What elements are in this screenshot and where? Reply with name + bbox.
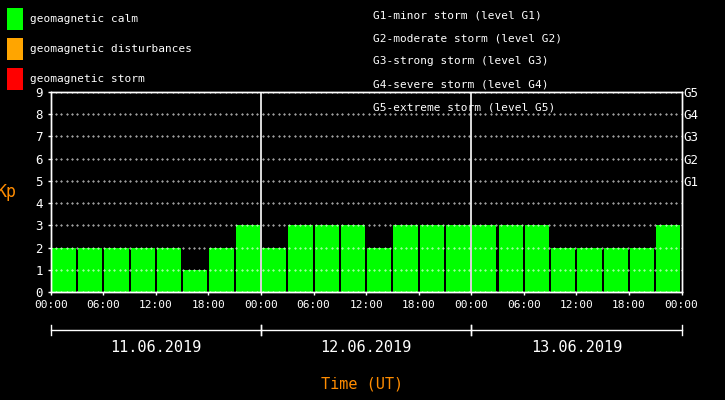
Bar bbox=[472, 225, 497, 292]
Bar bbox=[78, 248, 102, 292]
Bar bbox=[262, 248, 286, 292]
Bar bbox=[341, 225, 365, 292]
Text: geomagnetic storm: geomagnetic storm bbox=[30, 74, 145, 84]
Bar bbox=[420, 225, 444, 292]
Bar bbox=[51, 248, 76, 292]
Bar bbox=[367, 248, 392, 292]
Bar bbox=[289, 225, 312, 292]
Bar bbox=[551, 248, 576, 292]
Text: G1-minor storm (level G1): G1-minor storm (level G1) bbox=[373, 10, 542, 20]
Text: G2-moderate storm (level G2): G2-moderate storm (level G2) bbox=[373, 33, 563, 43]
Bar bbox=[210, 248, 233, 292]
Bar bbox=[104, 248, 128, 292]
Bar bbox=[630, 248, 654, 292]
Text: geomagnetic disturbances: geomagnetic disturbances bbox=[30, 44, 192, 54]
Bar bbox=[157, 248, 181, 292]
Text: Time (UT): Time (UT) bbox=[321, 376, 404, 392]
Bar bbox=[604, 248, 628, 292]
Bar bbox=[577, 248, 602, 292]
Bar bbox=[183, 270, 207, 292]
Bar bbox=[394, 225, 418, 292]
Bar bbox=[315, 225, 339, 292]
Bar bbox=[130, 248, 155, 292]
Text: 13.06.2019: 13.06.2019 bbox=[531, 340, 622, 356]
Text: G3-strong storm (level G3): G3-strong storm (level G3) bbox=[373, 56, 549, 66]
Text: 12.06.2019: 12.06.2019 bbox=[320, 340, 412, 356]
Text: Kp: Kp bbox=[0, 183, 17, 201]
Text: G4-severe storm (level G4): G4-severe storm (level G4) bbox=[373, 80, 549, 90]
Text: G5-extreme storm (level G5): G5-extreme storm (level G5) bbox=[373, 103, 555, 113]
Bar bbox=[656, 225, 681, 292]
Bar bbox=[499, 225, 523, 292]
Bar bbox=[236, 225, 260, 292]
Text: 11.06.2019: 11.06.2019 bbox=[110, 340, 202, 356]
Bar bbox=[446, 225, 471, 292]
Bar bbox=[525, 225, 549, 292]
Text: geomagnetic calm: geomagnetic calm bbox=[30, 14, 138, 24]
